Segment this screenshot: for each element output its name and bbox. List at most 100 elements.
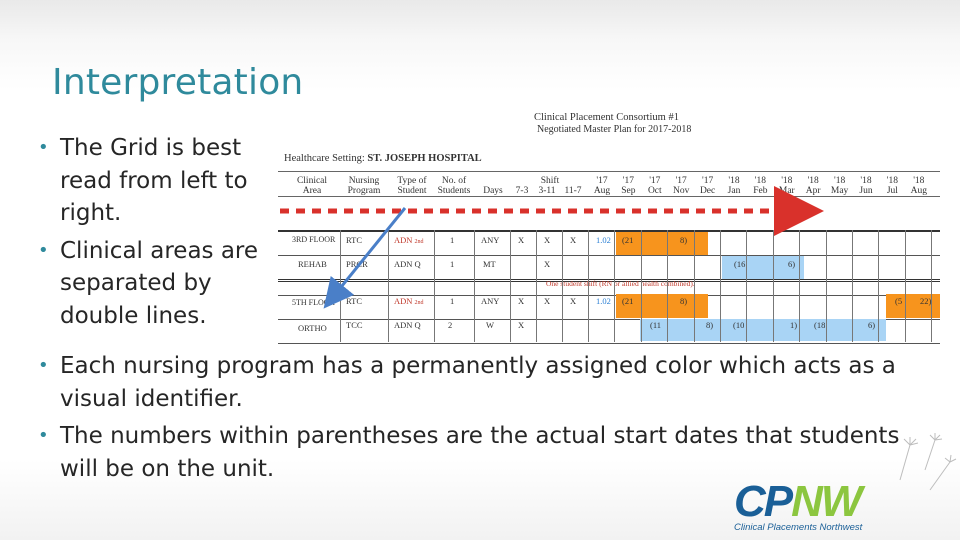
bullet-list-top: • The Grid is best read from left to rig… bbox=[36, 132, 276, 337]
cpnw-logo: CPNW Clinical Placements Northwest bbox=[734, 477, 894, 534]
header-shift-3: 11-7 bbox=[564, 186, 582, 196]
header-rule bbox=[278, 196, 940, 197]
bullet-item: • Each nursing program has a permanently… bbox=[36, 350, 936, 415]
row-cell: 8) bbox=[706, 320, 714, 330]
grid-column-line bbox=[588, 230, 589, 342]
bullet-text: Clinical areas are separated by double l… bbox=[60, 237, 259, 329]
row-num: 2 bbox=[448, 320, 453, 330]
header-month: '17 Sep bbox=[621, 176, 636, 196]
healthcare-setting: Healthcare Setting: ST. JOSEPH HOSPITAL bbox=[284, 153, 482, 164]
row-program: PRCR bbox=[346, 259, 368, 269]
row-cell: (21 bbox=[622, 235, 634, 245]
schedule-fill-orange bbox=[616, 294, 708, 318]
logo-wordmark: CPNW bbox=[734, 477, 862, 526]
bullet-text: Each nursing program has a permanently a… bbox=[60, 353, 896, 412]
grid-column-line bbox=[720, 230, 721, 342]
row-type: ADN Q bbox=[394, 259, 421, 269]
row-program: RTC bbox=[346, 235, 363, 245]
row-cell: 1) bbox=[790, 320, 798, 330]
plan-title: Clinical Placement Consortium #1 bbox=[534, 112, 679, 123]
row-days: ANY bbox=[481, 296, 500, 306]
logo-tagline: Clinical Placements Northwest bbox=[734, 522, 863, 533]
table-row bbox=[278, 320, 940, 344]
grid-column-line bbox=[852, 230, 853, 342]
row-type: ADN Q bbox=[394, 320, 421, 330]
row-cell: 1.02 bbox=[596, 235, 611, 245]
row-shift: X bbox=[518, 320, 525, 330]
grid-column-line bbox=[799, 230, 801, 342]
row-shift: X bbox=[570, 296, 577, 306]
row-cell: (21 bbox=[622, 296, 634, 306]
row-num: 1 bbox=[450, 235, 455, 245]
grid-column-line bbox=[562, 230, 563, 342]
header-days: Days bbox=[483, 186, 503, 196]
row-cell: (11 bbox=[650, 320, 662, 330]
table-row bbox=[278, 232, 940, 256]
plan-grid bbox=[278, 230, 940, 344]
header-type-of-student: Type of Student bbox=[397, 176, 427, 196]
grid-column-line bbox=[746, 230, 748, 342]
plan-subtitle: Negotiated Master Plan for 2017-2018 bbox=[537, 124, 692, 135]
row-shift: X bbox=[518, 296, 525, 306]
grid-column-line bbox=[340, 230, 341, 342]
grid-column-line bbox=[772, 230, 774, 342]
row-cell: (5 bbox=[895, 296, 903, 306]
row-cell: 1.02 bbox=[596, 296, 611, 306]
grid-column-line bbox=[510, 230, 511, 342]
row-shift: X bbox=[518, 235, 525, 245]
grid-column-line bbox=[640, 230, 642, 342]
header-month: '18 Apr bbox=[805, 176, 821, 196]
row-days: ANY bbox=[481, 235, 500, 245]
header-month: '18 Mar bbox=[778, 176, 795, 196]
row-shift: X bbox=[570, 235, 577, 245]
row-cell: 22) bbox=[920, 296, 932, 306]
grid-column-line bbox=[474, 230, 475, 342]
header-nursing-program: Nursing Program bbox=[347, 176, 381, 196]
header-shift-2: 3-11 bbox=[538, 186, 556, 196]
bullet-text: The Grid is best read from left to right… bbox=[60, 135, 248, 226]
header-month: '17 Oct bbox=[647, 176, 662, 196]
row-area: ORTHO bbox=[298, 323, 327, 333]
header-month: '18 Jun bbox=[859, 176, 873, 196]
row-type: ADN 2nd bbox=[394, 296, 424, 306]
row-cell: (10 bbox=[733, 320, 745, 330]
row-cell: 6) bbox=[788, 259, 796, 269]
header-month: '18 Jul bbox=[886, 176, 898, 196]
row-shift: X bbox=[544, 259, 551, 269]
row-days: MT bbox=[483, 259, 496, 269]
grid-column-line bbox=[693, 230, 695, 342]
bullet-item: • The numbers within parentheses are the… bbox=[36, 420, 936, 485]
dandelion-seeds-icon bbox=[899, 433, 957, 491]
grid-column-line bbox=[825, 230, 827, 342]
header-month: '18 Feb bbox=[753, 176, 768, 196]
header-shift-1: 7-3 bbox=[515, 186, 529, 196]
shift-note: One student shift (RN or allied health c… bbox=[546, 279, 695, 288]
header-month: '17 Aug bbox=[593, 176, 611, 196]
header-month: '17 Nov bbox=[673, 176, 690, 196]
row-num: 1 bbox=[450, 296, 455, 306]
row-area: 5TH FLOOR bbox=[292, 298, 335, 307]
table-row bbox=[278, 282, 940, 296]
row-area: 3RD FLOOR bbox=[292, 235, 336, 244]
row-cell: (18 bbox=[814, 320, 826, 330]
header-clinical-area: Clinical Area bbox=[296, 176, 328, 196]
grid-column-line bbox=[434, 230, 435, 342]
grid-column-line bbox=[667, 230, 669, 342]
header-month: '17 Dec bbox=[699, 176, 716, 196]
grid-column-line bbox=[536, 230, 537, 342]
bullet-item: • The Grid is best read from left to rig… bbox=[36, 132, 276, 230]
bullet-icon: • bbox=[38, 355, 49, 376]
schedule-fill-orange bbox=[616, 232, 708, 255]
bullet-icon: • bbox=[38, 137, 49, 158]
bullet-icon: • bbox=[38, 239, 49, 261]
header-no-of-students: No. of Students bbox=[437, 176, 471, 196]
grid-column-line bbox=[388, 230, 389, 342]
bullet-list-bottom: • Each nursing program has a permanently… bbox=[36, 350, 936, 490]
schedule-fill-blue bbox=[640, 319, 886, 341]
grid-column-line bbox=[878, 230, 880, 342]
master-plan-image: Clinical Placement Consortium #1 Negotia… bbox=[278, 108, 942, 344]
row-cell: 8) bbox=[680, 235, 688, 245]
grid-column-line bbox=[614, 230, 616, 342]
schedule-fill-blue bbox=[722, 256, 804, 279]
row-cell: (16 bbox=[734, 259, 746, 269]
